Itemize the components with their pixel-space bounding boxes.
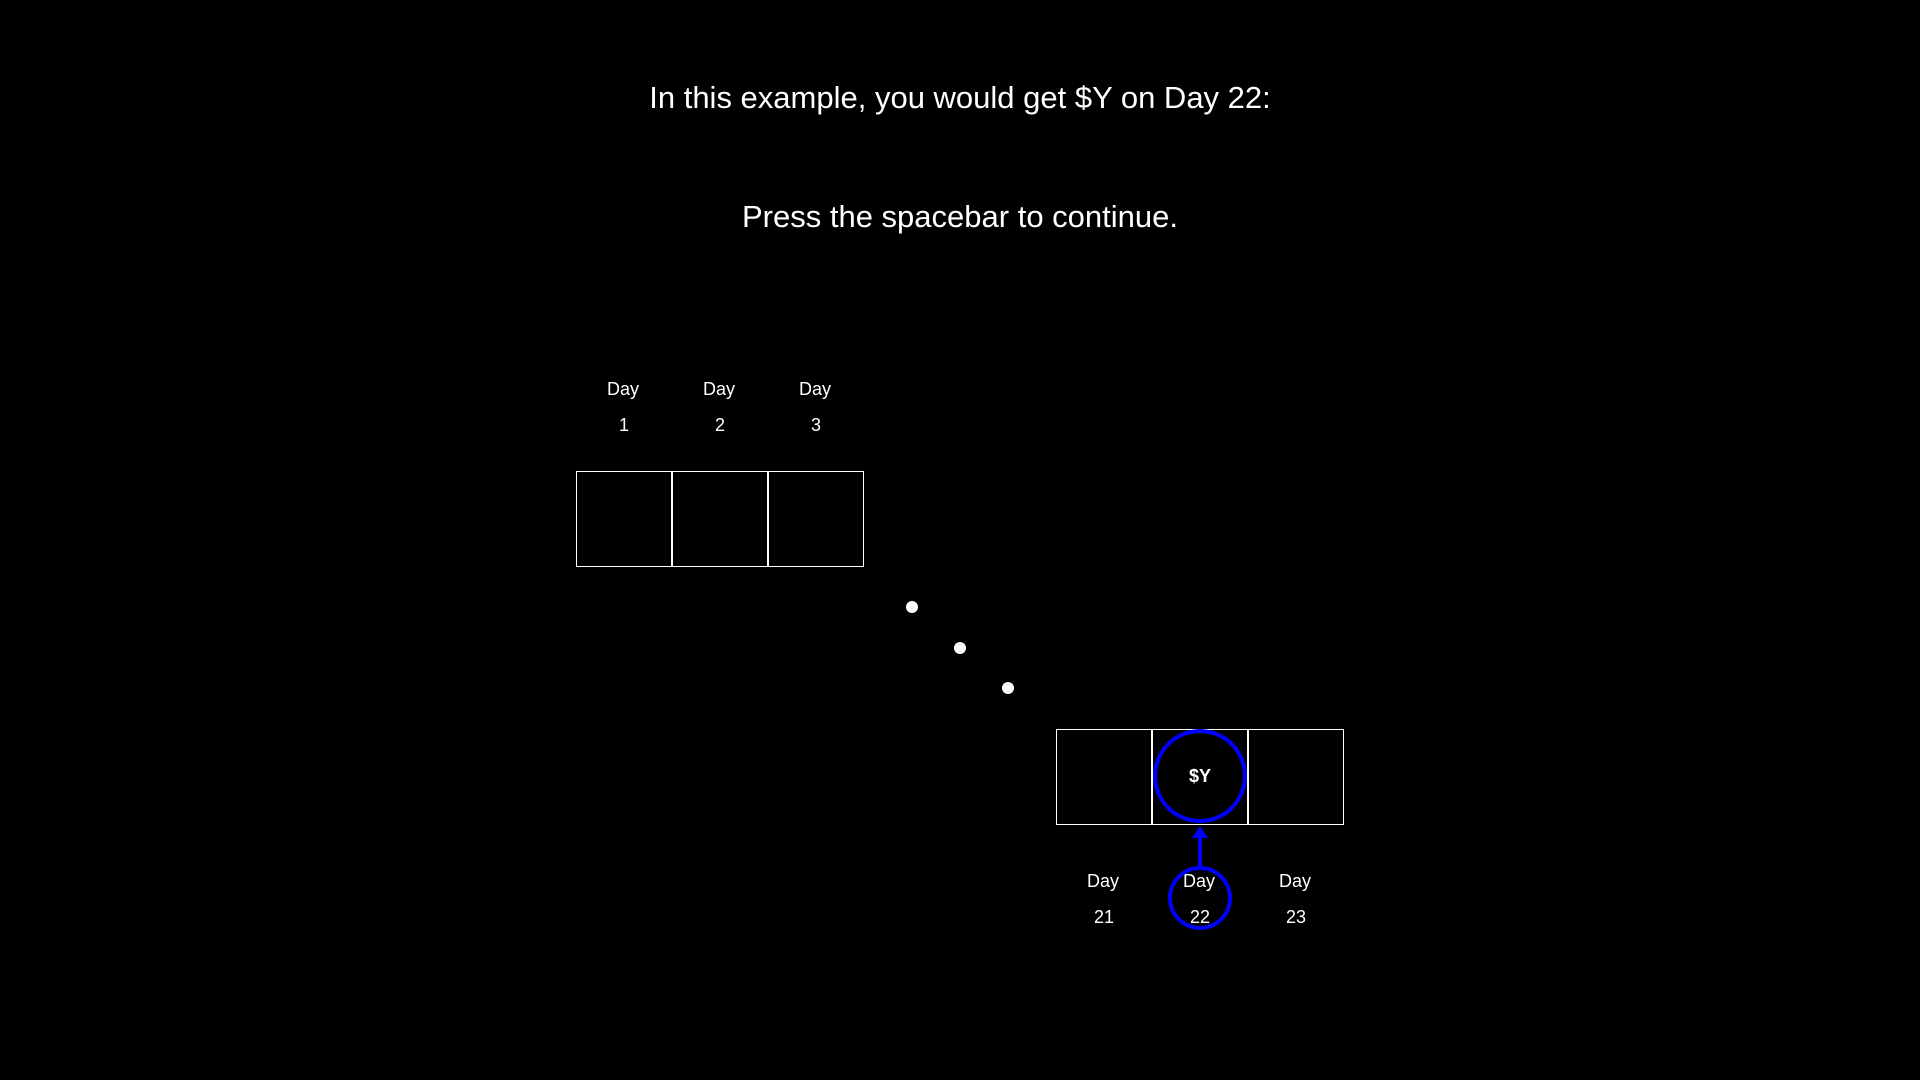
day-22-number: 22 [1189,907,1211,927]
day-2-word: Day [702,379,735,399]
instruction-example-text: In this example, you would get $Y on Day… [649,80,1271,115]
instruction-continue-text: Press the spacebar to continue. [742,199,1178,234]
day-2-box [672,471,768,567]
day-23-box [1248,729,1344,825]
day-1-word: Day [606,379,639,399]
day-3-box [768,471,864,567]
day-22-word: Day [1182,871,1215,891]
day-23-word: Day [1278,871,1311,891]
arrow-up-icon [1192,826,1208,838]
day-3-word: Day [798,379,831,399]
day-21-box [1056,729,1152,825]
reward-amount: $Y [1188,766,1212,786]
day-2-number: 2 [714,415,725,435]
day-1-number: 1 [618,415,629,435]
day-1-box [576,471,672,567]
day-21-number: 21 [1093,907,1115,927]
day-21-word: Day [1086,871,1119,891]
day-23-number: 23 [1285,907,1307,927]
ellipsis-dot [1002,682,1014,694]
ellipsis-dot [906,601,918,613]
ellipsis-dot [954,642,966,654]
day-3-number: 3 [810,415,821,435]
